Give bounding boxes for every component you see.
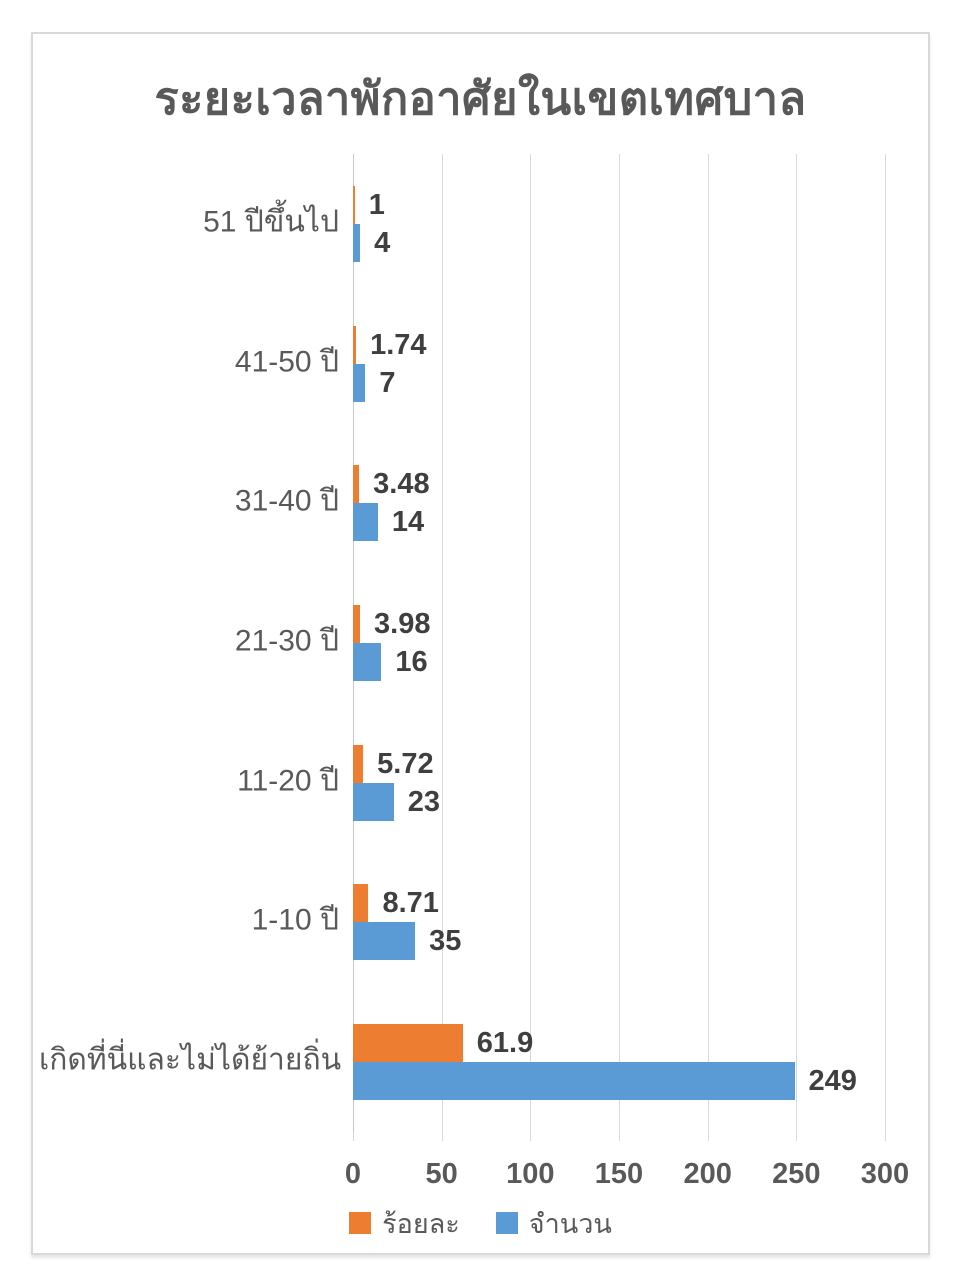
plot-area: 1 4 1.74 7 3.48 14 3.98 16 5.72 23 8.71 35 61.9 249	[353, 154, 886, 1141]
legend-label-percent: ร้อยละ	[382, 1208, 460, 1239]
count-bar-label: 14	[391, 506, 425, 539]
axis-tickmark	[885, 1132, 886, 1141]
category-label: 41-50 ปี	[234, 345, 339, 379]
bar-row: 5.72 23	[353, 713, 885, 853]
axis-tickmark	[441, 1132, 443, 1141]
x-axis-label: 250	[772, 1158, 821, 1190]
percent-bar	[353, 465, 360, 504]
count-bar-label: 4	[374, 226, 391, 259]
count-bar	[353, 223, 361, 262]
bar-row: 3.48 14	[353, 433, 885, 573]
percent-bar-label: 1.74	[370, 328, 427, 361]
category-axis: 51 ปีขึ้นไป 41-50 ปี 31-40 ปี 21-30 ปี 11-20…	[39, 154, 342, 1132]
x-axis-label: 300	[860, 1158, 910, 1190]
bar-row: 61.9 249	[353, 992, 885, 1132]
gridline	[707, 154, 709, 1132]
x-axis-label: 50	[425, 1158, 458, 1190]
bar-row: 3.98 16	[353, 573, 885, 713]
legend-entry-percent: ร้อยละ	[349, 1202, 460, 1245]
category-label: 11-20 ปี	[237, 764, 339, 798]
x-axis-label: 200	[683, 1158, 732, 1190]
axis-tickmark	[707, 1132, 709, 1141]
legend: ร้อยละ จำนวน	[33, 1206, 928, 1240]
count-bar-label: 249	[808, 1065, 857, 1098]
x-axis-label: 0	[344, 1158, 362, 1190]
axis-tickmark	[353, 1132, 354, 1141]
percent-bar-label: 1	[368, 188, 385, 221]
percent-bar	[353, 884, 369, 923]
count-bar	[353, 642, 382, 681]
category-label: 31-40 ปี	[234, 484, 339, 518]
axis-tickmark	[619, 1132, 620, 1141]
gridline	[619, 154, 620, 1132]
value-axis: 0 50 100 150 200 250 300	[345, 1158, 909, 1198]
legend-swatch-percent	[349, 1212, 372, 1234]
percent-bar	[353, 185, 355, 224]
count-bar-label: 7	[379, 366, 396, 399]
gridline	[441, 154, 443, 1132]
gridline	[530, 154, 532, 1132]
category-label: 21-30 ปี	[234, 624, 339, 658]
chart-panel: ระยะเวลาพักอาศัยในเขตเทศบาล 51 ปีขึ้นไป 4…	[31, 32, 930, 1255]
category-label: 1-10 ปี	[251, 904, 339, 938]
x-axis-label: 150	[594, 1158, 644, 1190]
bar-row: 8.71 35	[353, 853, 885, 993]
percent-bar-label: 61.9	[476, 1027, 534, 1060]
axis-tickmark	[530, 1132, 532, 1141]
legend-swatch-count	[495, 1212, 518, 1234]
count-bar-label: 16	[395, 645, 428, 678]
gridline	[796, 154, 798, 1132]
category-label: เกิดที่นี่และไม่ได้ย้ายถิ่น	[39, 1043, 342, 1077]
legend-label-count: จำนวน	[528, 1208, 612, 1239]
count-bar	[353, 1062, 795, 1101]
axis-tickmark	[796, 1132, 798, 1141]
percent-bar-label: 3.98	[374, 607, 431, 640]
percent-bar-label: 3.48	[373, 468, 430, 501]
bar-row: 1.74 7	[353, 294, 885, 434]
percent-bar-label: 5.72	[377, 747, 434, 780]
x-axis-label: 100	[506, 1158, 555, 1190]
count-bar-label: 23	[407, 785, 441, 818]
percent-bar	[353, 1024, 463, 1063]
count-bar-label: 35	[429, 925, 462, 958]
gridline	[885, 154, 886, 1132]
percent-bar-label: 8.71	[382, 887, 439, 920]
percent-bar	[353, 325, 357, 364]
percent-bar	[353, 744, 364, 783]
percent-bar	[353, 604, 361, 643]
legend-entry-count: จำนวน	[495, 1202, 612, 1245]
count-bar	[353, 503, 378, 542]
chart-title: ระยะเวลาพักอาศัยในเขตเทศบาล	[154, 73, 807, 124]
count-bar	[353, 782, 394, 821]
count-bar	[353, 363, 366, 402]
category-label: 51 ปีขึ้นไป	[203, 205, 339, 239]
count-bar	[353, 922, 416, 961]
